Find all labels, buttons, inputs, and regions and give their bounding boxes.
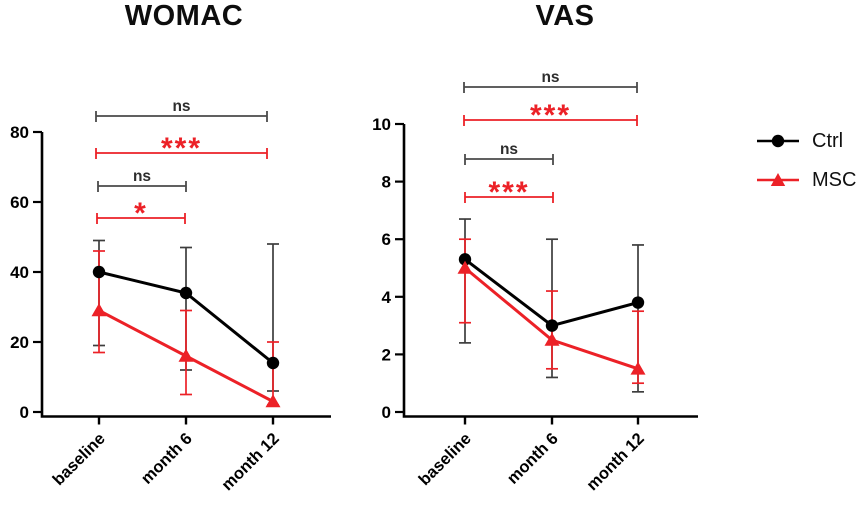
legend-item-msc: MSC — [756, 166, 856, 194]
sig-bracket-3 — [464, 192, 554, 203]
y-tick-label: 60 — [10, 193, 29, 212]
data-point-ctrl-0 — [458, 253, 472, 266]
x-tick-label: month 6 — [138, 430, 196, 488]
sig-bracket-1 — [463, 115, 638, 126]
x-tick-label: month 12 — [218, 430, 283, 495]
y-tick-label: 4 — [382, 288, 392, 307]
sig-label-0: ns — [172, 98, 190, 115]
y-tick-label: 20 — [10, 333, 29, 352]
data-point-ctrl-2 — [631, 296, 645, 309]
sig-label-3: * — [134, 197, 148, 230]
sig-bracket-2 — [464, 154, 554, 165]
data-point-ctrl-2 — [266, 356, 280, 370]
y-tick-label: 10 — [372, 115, 391, 134]
sig-label-2: ns — [500, 141, 518, 158]
data-point-msc-1 — [178, 348, 194, 362]
sig-label-2: ns — [133, 168, 151, 185]
vas-chart-title: VAS — [535, 0, 595, 32]
chart-axes — [402, 124, 698, 418]
data-point-msc-2 — [265, 394, 281, 408]
sig-label-1: *** — [530, 99, 571, 132]
chart-axes — [40, 132, 331, 418]
sig-bracket-0 — [463, 82, 638, 93]
y-tick-label: 0 — [382, 403, 391, 422]
chart-vas: 0 2 4 6 8 10 baseline month 6 month 12 ns *** ns *** — [372, 69, 698, 494]
x-tick-label: baseline — [49, 430, 108, 489]
legend-label-ctrl: Ctrl — [812, 130, 844, 152]
legend-circle-marker — [771, 134, 785, 148]
sig-bracket-0 — [95, 111, 268, 122]
womac-chart-title: WOMAC — [124, 0, 244, 32]
ctrl-series-marker-icon — [757, 134, 799, 148]
data-point-msc-0 — [457, 260, 473, 274]
y-tick-label: 8 — [382, 173, 391, 192]
legend-label-msc: MSC — [812, 169, 857, 191]
data-point-ctrl-1 — [179, 286, 193, 300]
y-tick-label: 6 — [382, 230, 391, 249]
x-tick-label: month 12 — [583, 430, 648, 495]
sig-label-3: *** — [488, 176, 529, 209]
y-tick-label: 0 — [20, 403, 29, 422]
data-point-msc-0 — [91, 303, 107, 317]
y-tick-label: 80 — [10, 123, 29, 142]
sig-label-0: ns — [541, 69, 559, 86]
chart-womac: 0 20 40 60 80 baseline month 6 month 12 ns *** ns * — [10, 98, 331, 494]
sig-bracket-3 — [96, 213, 186, 224]
legend: Ctrl MSC — [756, 127, 856, 205]
data-point-msc-2 — [630, 361, 646, 375]
sig-label-1: *** — [161, 132, 202, 165]
x-tick-label: baseline — [415, 430, 474, 489]
sig-bracket-2 — [97, 181, 187, 192]
x-tick-label: month 6 — [504, 430, 562, 488]
y-tick-label: 40 — [10, 263, 29, 282]
legend-triangle-marker — [770, 173, 786, 186]
error-bar-msc-0 — [459, 238, 471, 324]
legend-item-ctrl: Ctrl — [756, 127, 856, 155]
sig-bracket-1 — [95, 148, 268, 159]
data-point-msc-1 — [544, 332, 560, 346]
y-tick-label: 2 — [382, 345, 391, 364]
data-point-ctrl-0 — [92, 265, 106, 279]
msc-series-marker-icon — [757, 173, 799, 186]
data-point-ctrl-1 — [545, 319, 559, 332]
